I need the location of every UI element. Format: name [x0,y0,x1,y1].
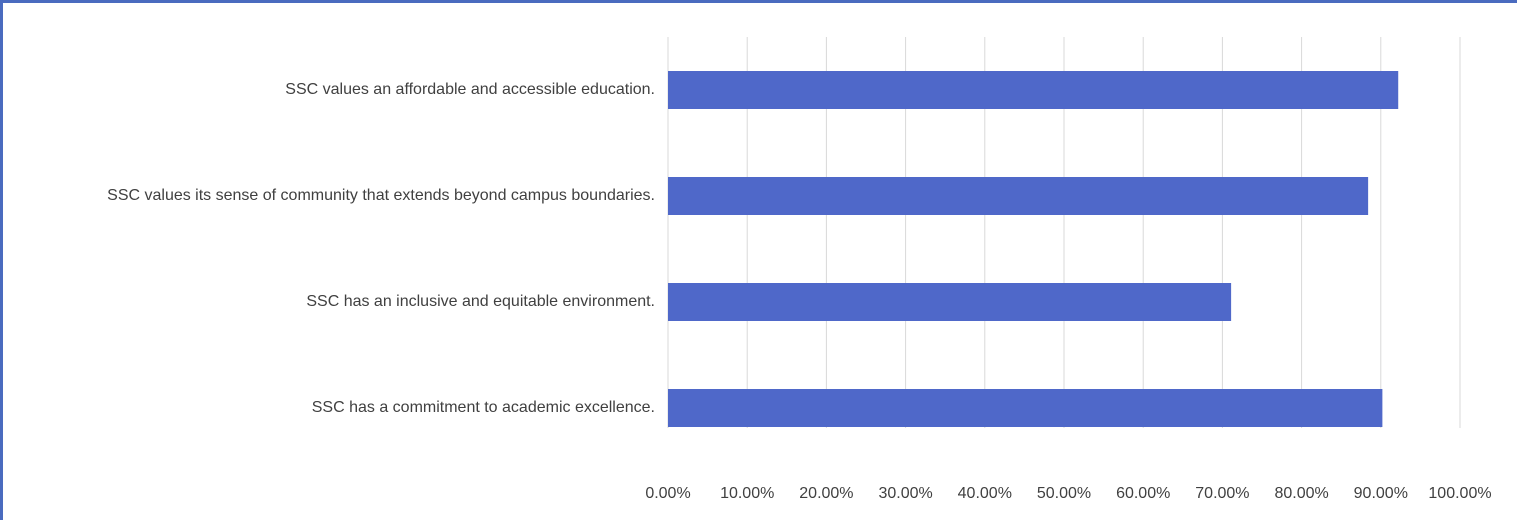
x-tick-label: 90.00% [1354,485,1408,502]
y-tick-label: SSC values an affordable and accessible … [285,81,655,98]
bar [668,389,1383,427]
bar [668,177,1369,215]
x-tick-label: 70.00% [1195,485,1249,502]
x-tick-label: 30.00% [878,485,932,502]
x-tick-label: 100.00% [1428,485,1491,502]
x-tick-label: 50.00% [1037,485,1091,502]
x-tick-label: 10.00% [720,485,774,502]
x-tick-label: 60.00% [1116,485,1170,502]
y-tick-label: SSC values its sense of community that e… [107,187,655,204]
bar [668,283,1232,321]
y-tick-label: SSC has a commitment to academic excelle… [311,399,655,416]
x-tick-label: 20.00% [799,485,853,502]
x-tick-label: 80.00% [1274,485,1328,502]
x-tick-label: 0.00% [645,485,690,502]
y-tick-label: SSC has an inclusive and equitable envir… [306,293,655,310]
x-tick-label: 40.00% [958,485,1012,502]
bar [668,71,1399,109]
